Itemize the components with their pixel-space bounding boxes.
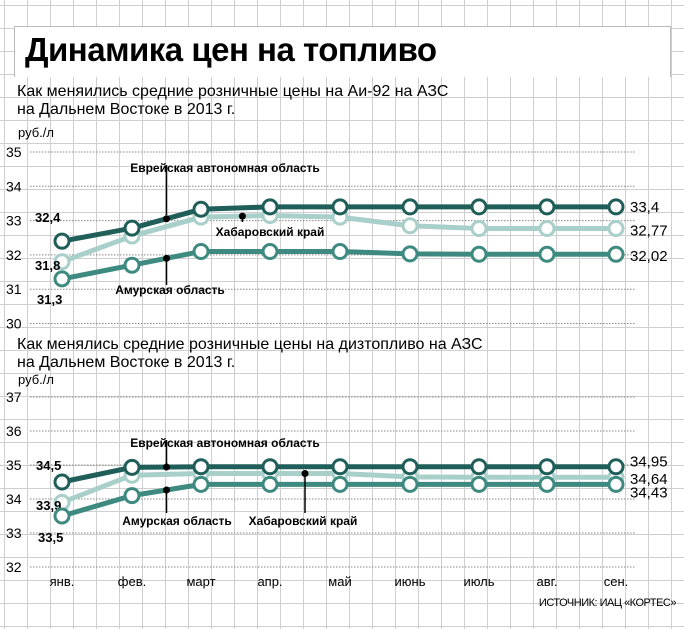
start-value-label: 33,9: [36, 498, 61, 513]
y-tick-label: 30: [6, 316, 22, 332]
data-point-amur: [192, 242, 210, 260]
data-point-evr: [470, 458, 488, 476]
y-axis-label: руб./л: [18, 372, 54, 387]
data-point-evr: [607, 458, 625, 476]
data-point-khab: [53, 253, 71, 271]
data-point-khab: [607, 219, 625, 237]
series-annotation-khab: Хабаровский край: [249, 514, 358, 528]
data-point-amur: [123, 487, 141, 505]
data-point-khab: [401, 217, 419, 235]
x-tick-label: сен.: [604, 574, 629, 589]
data-point-amur: [261, 242, 279, 260]
y-tick-label: 35: [6, 457, 22, 473]
data-point-evr: [123, 458, 141, 476]
data-point-khab: [538, 219, 556, 237]
data-point-evr: [470, 198, 488, 216]
data-point-amur: [331, 242, 349, 260]
data-point-amur: [123, 256, 141, 274]
data-point-amur: [470, 245, 488, 263]
y-tick-label: 31: [6, 281, 22, 297]
data-point-amur: [607, 245, 625, 263]
x-tick-label: янв.: [50, 574, 75, 589]
start-value-label: 31,3: [37, 292, 62, 307]
data-point-evr: [331, 458, 349, 476]
start-value-label: 32,4: [35, 210, 61, 225]
data-point-evr: [538, 198, 556, 216]
data-point-khab: [470, 219, 488, 237]
chart2-title-line1: Как менялись средние розничные цены на д…: [17, 336, 483, 353]
annotation-dot: [163, 486, 170, 494]
end-value-label: 34,95: [630, 454, 668, 471]
y-tick-label: 35: [6, 144, 22, 160]
start-value-label: 34,5: [36, 458, 61, 473]
data-point-evr: [401, 458, 419, 476]
data-point-evr: [53, 232, 71, 250]
annotation-dot: [163, 254, 170, 262]
data-point-evr: [401, 198, 419, 216]
x-tick-label: фев.: [118, 574, 146, 589]
end-value-label: 32,77: [630, 222, 668, 239]
annotation-dot: [238, 212, 246, 220]
end-value-label: 33,4: [630, 199, 659, 216]
y-tick-label: 33: [6, 213, 22, 229]
page-title: Динамика цен на топливо: [25, 31, 437, 68]
annotation-dot: [301, 470, 309, 477]
data-point-evr: [192, 458, 210, 476]
x-tick-label: апр.: [257, 574, 282, 589]
chart1-title-line2: на Дальнем Востоке в 2013 г.: [17, 101, 236, 118]
data-point-evr: [538, 458, 556, 476]
series-annotation-khab: Хабаровский край: [216, 225, 325, 239]
chart1-title-line1: Как меняились средние розничные цены на …: [17, 83, 449, 100]
source-note: ИСТОЧНИК: ИАЦ «КОРТЕС»: [538, 597, 677, 609]
x-tick-label: март: [186, 574, 215, 589]
data-point-evr: [607, 198, 625, 216]
data-point-evr: [192, 200, 210, 218]
data-point-amur: [607, 475, 625, 493]
start-value-label: 31,8: [35, 258, 60, 273]
annotation-dot: [163, 215, 170, 223]
x-tick-label: июль: [463, 574, 494, 589]
series-annotation-amur: Амурская область: [122, 514, 232, 528]
x-tick-label: июнь: [395, 574, 426, 589]
start-value-label: 33,5: [38, 530, 63, 545]
title-box: Динамика цен на топливо: [14, 26, 671, 77]
y-tick-label: 34: [6, 491, 22, 507]
data-point-amur: [538, 245, 556, 263]
data-point-amur: [192, 475, 210, 493]
y-tick-label: 32: [6, 559, 22, 575]
series-annotation-evr: Еврейская автономная область: [130, 436, 320, 450]
y-tick-label: 32: [6, 247, 22, 263]
chart2-title: Как менялись средние розничные цены на д…: [17, 336, 483, 372]
data-point-amur: [261, 475, 279, 493]
data-point-evr: [261, 458, 279, 476]
end-value-label: 34,64: [630, 471, 668, 488]
x-tick-label: май: [328, 574, 351, 589]
end-value-label: 32,02: [630, 248, 668, 265]
y-tick-label: 34: [6, 178, 22, 194]
data-point-evr: [53, 473, 71, 491]
chart2-title-line2: на Дальнем Востоке в 2013 г.: [17, 354, 236, 371]
data-point-amur: [331, 475, 349, 493]
data-point-amur: [401, 245, 419, 263]
data-point-evr: [261, 198, 279, 216]
data-point-evr: [123, 219, 141, 237]
y-tick-label: 36: [6, 423, 22, 439]
y-axis-label: руб./л: [18, 125, 54, 140]
data-point-amur: [538, 475, 556, 493]
x-tick-label: авг.: [537, 574, 558, 589]
series-annotation-amur: Амурская область: [115, 283, 225, 297]
series-annotation-evr: Еврейская автономная область: [130, 161, 320, 175]
data-point-amur: [470, 475, 488, 493]
data-point-amur: [53, 507, 71, 525]
y-tick-label: 37: [6, 389, 22, 405]
data-point-evr: [331, 198, 349, 216]
end-value-label: 34,43: [630, 484, 668, 501]
annotation-dot: [163, 463, 170, 471]
y-tick-label: 33: [6, 525, 22, 541]
data-point-amur: [401, 475, 419, 493]
data-point-amur: [53, 270, 71, 288]
chart1-title: Как меняились средние розничные цены на …: [17, 83, 448, 119]
